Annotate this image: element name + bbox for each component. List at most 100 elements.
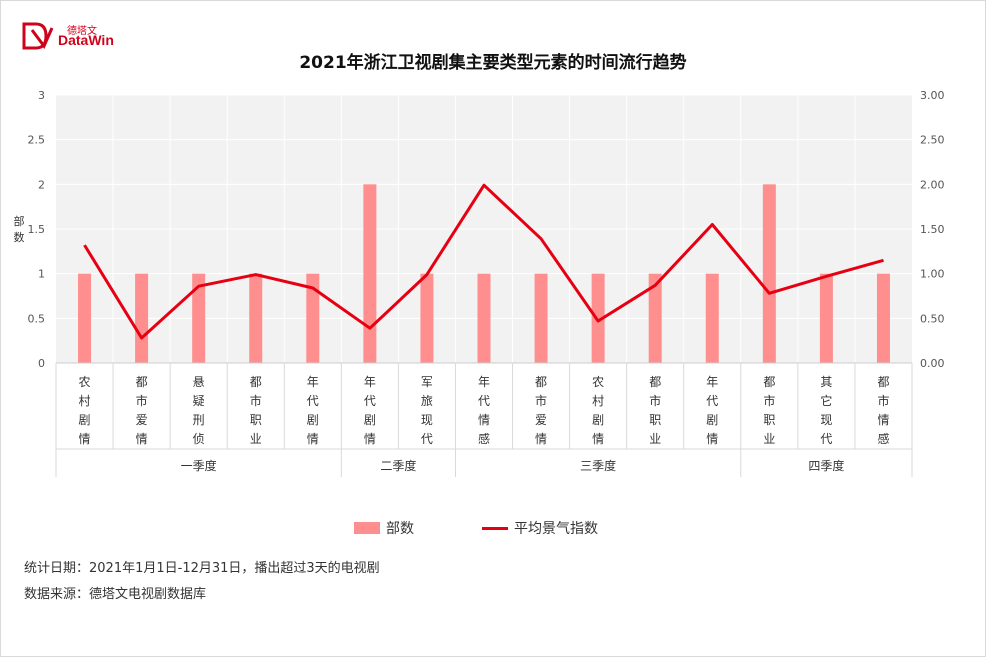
x-tick-label: 市 [877, 393, 889, 408]
x-tick-label: 情 [535, 432, 547, 446]
bar [648, 273, 662, 363]
y-tick-right: 2.50 [920, 134, 945, 147]
logo-text-en: DataWin [58, 32, 114, 48]
x-tick-label: 村 [79, 394, 91, 408]
x-tick-label: 代 [478, 394, 490, 408]
x-tick-label: 剧 [592, 413, 604, 427]
x-tick-label: 剧 [706, 413, 718, 427]
x-tick-label: 年 [706, 375, 718, 389]
legend: 部数 平均景气指数 [0, 518, 986, 538]
x-tick-label: 感 [478, 431, 490, 446]
x-tick-label: 职 [763, 413, 775, 427]
line-series [83, 183, 884, 340]
x-tick-label: 军 [421, 375, 433, 389]
x-tick-label: 市 [535, 393, 547, 408]
y-tick-right: 1.00 [920, 268, 945, 281]
x-tick-label: 市 [136, 393, 148, 408]
x-tick-label: 剧 [364, 413, 376, 427]
x-tick-label: 都 [250, 375, 262, 389]
x-tick-label: 业 [649, 432, 661, 446]
y-tick-left: 1.5 [28, 223, 46, 236]
x-tick-label: 爱 [535, 413, 547, 427]
y-tick-right: 2.00 [920, 178, 945, 191]
x-tick-label: 剧 [79, 413, 91, 427]
group-label: 三季度 [580, 458, 616, 473]
bar [477, 273, 491, 363]
x-tick-label: 感 [877, 431, 889, 446]
x-tick-label: 情 [706, 432, 718, 446]
x-tick-label: 剧 [307, 413, 319, 427]
x-tick-label: 疑 [193, 393, 205, 408]
legend-bar-swatch [354, 522, 380, 534]
x-tick-label: 代 [706, 394, 718, 408]
x-tick-label: 情 [592, 432, 604, 446]
x-tick-label: 爱 [136, 413, 148, 427]
x-tick-label: 都 [649, 375, 661, 389]
x-tick-label: 年 [307, 375, 319, 389]
bar [534, 273, 548, 363]
y-tick-left: 3 [38, 89, 45, 102]
x-tick-label: 其 [820, 375, 832, 389]
x-tick-label: 市 [250, 393, 262, 408]
bar [306, 273, 320, 363]
group-label: 一季度 [181, 458, 217, 473]
y-tick-left: 2 [38, 178, 45, 191]
x-tick-label: 市 [763, 393, 775, 408]
x-tick-label: 情 [364, 432, 376, 446]
logo-text-cn: 德塔文 [67, 26, 97, 37]
legend-bar-label: 部数 [386, 521, 414, 537]
legend-item-bars[interactable]: 部数 [354, 518, 414, 538]
group-label: 二季度 [380, 458, 416, 473]
y-axis-label: 数 [14, 231, 25, 244]
x-tick-label: 情 [307, 432, 319, 446]
x-tick-label: 市 [649, 393, 661, 408]
x-tick-label: 职 [250, 413, 262, 427]
x-tick-label: 年 [478, 375, 490, 389]
legend-line-swatch [482, 526, 508, 530]
x-tick-label: 侦 [193, 432, 205, 446]
y-tick-right: 0.00 [920, 357, 945, 370]
x-tick-label: 代 [820, 432, 832, 446]
y-tick-right: 0.50 [920, 312, 945, 325]
y-tick-right: 1.50 [920, 223, 945, 236]
x-tick-label: 刑 [193, 413, 205, 427]
x-tick-label: 都 [535, 375, 547, 389]
x-tick-label: 农 [79, 375, 91, 389]
bar [705, 273, 719, 363]
x-tick-label: 代 [307, 394, 319, 408]
bar [192, 273, 206, 363]
bar [420, 273, 434, 363]
x-tick-label: 都 [763, 375, 775, 389]
bar [591, 273, 605, 363]
x-tick-label: 情 [79, 432, 91, 446]
x-tick-label: 现 [820, 413, 832, 427]
y-tick-left: 0 [38, 357, 45, 370]
source-note: 数据来源：德塔文电视剧数据库 [24, 587, 207, 602]
x-tick-label: 业 [763, 432, 775, 446]
x-tick-label: 旅 [421, 394, 433, 408]
bar [363, 184, 377, 363]
datawin-logo-icon [22, 22, 54, 50]
bar [819, 273, 833, 363]
x-tick-label: 现 [421, 413, 433, 427]
x-tick-label: 情 [877, 413, 889, 427]
period-note: 统计日期：2021年1月1日-12月31日，播出超过3天的电视剧 [24, 561, 380, 576]
x-tick-label: 业 [250, 432, 262, 446]
legend-item-line[interactable]: 平均景气指数 [482, 518, 598, 538]
x-tick-label: 都 [136, 375, 148, 389]
bar [249, 273, 263, 363]
x-tick-label: 情 [478, 413, 490, 427]
y-tick-left: 1 [38, 268, 45, 281]
x-tick-label: 情 [136, 432, 148, 446]
x-tick-label: 代 [364, 394, 376, 408]
group-label: 四季度 [808, 458, 844, 473]
x-tick-label: 代 [421, 432, 433, 446]
x-tick-label: 悬 [193, 375, 205, 389]
x-tick-label: 都 [877, 375, 889, 389]
chart-title: 2021年浙江卫视剧集主要类型元素的时间流行趋势 [299, 53, 687, 73]
x-tick-label: 村 [592, 394, 604, 408]
y-axis-label: 部 [14, 214, 25, 228]
legend-line-label: 平均景气指数 [514, 521, 598, 537]
x-tick-label: 农 [592, 375, 604, 389]
y-tick-left: 2.5 [28, 134, 46, 147]
